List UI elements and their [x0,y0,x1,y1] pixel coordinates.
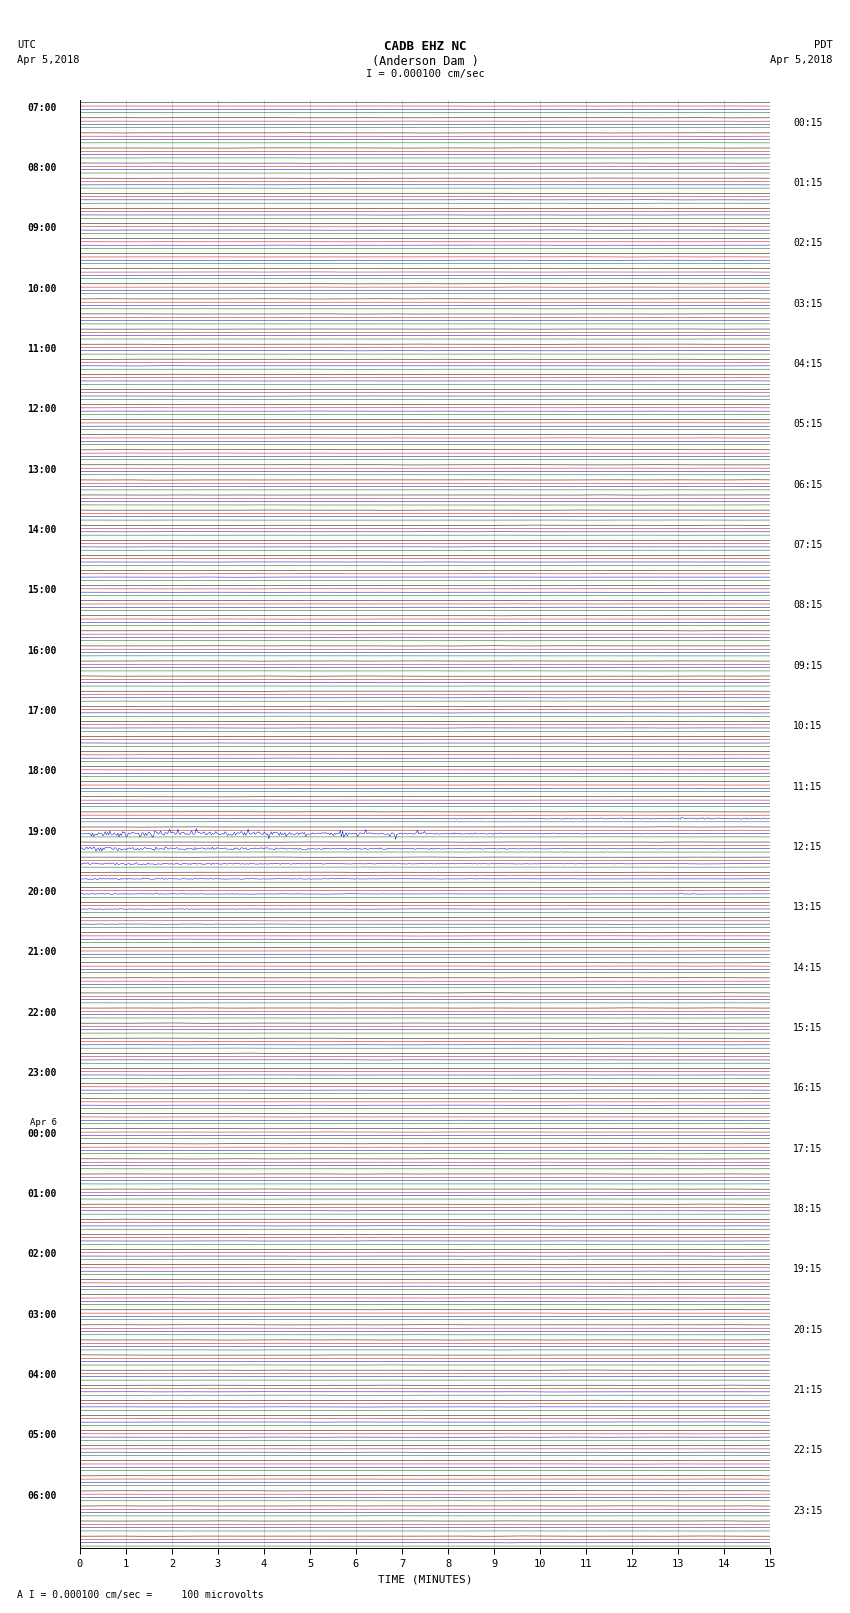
Text: 20:15: 20:15 [793,1324,823,1334]
Text: 18:15: 18:15 [793,1203,823,1215]
Text: 17:00: 17:00 [27,706,57,716]
Text: 20:00: 20:00 [27,887,57,897]
Text: Apr 5,2018: Apr 5,2018 [770,55,833,65]
Text: 01:15: 01:15 [793,177,823,189]
Text: 14:00: 14:00 [27,524,57,536]
Text: 12:00: 12:00 [27,405,57,415]
X-axis label: TIME (MINUTES): TIME (MINUTES) [377,1574,473,1584]
Text: 05:00: 05:00 [27,1431,57,1440]
Text: 11:00: 11:00 [27,344,57,353]
Text: 04:00: 04:00 [27,1369,57,1381]
Text: 11:15: 11:15 [793,782,823,792]
Text: 21:00: 21:00 [27,947,57,958]
Text: 03:15: 03:15 [793,298,823,308]
Text: 09:15: 09:15 [793,661,823,671]
Text: 07:15: 07:15 [793,540,823,550]
Text: 05:15: 05:15 [793,419,823,429]
Text: 19:00: 19:00 [27,827,57,837]
Text: 06:00: 06:00 [27,1490,57,1500]
Text: 15:00: 15:00 [27,586,57,595]
Text: 02:00: 02:00 [27,1248,57,1260]
Text: 16:00: 16:00 [27,645,57,656]
Text: 04:15: 04:15 [793,360,823,369]
Text: CADB EHZ NC: CADB EHZ NC [383,40,467,53]
Text: 22:15: 22:15 [793,1445,823,1455]
Text: I = 0.000100 cm/sec: I = 0.000100 cm/sec [366,69,484,79]
Text: 13:15: 13:15 [793,902,823,913]
Text: 03:00: 03:00 [27,1310,57,1319]
Text: 10:15: 10:15 [793,721,823,731]
Text: 00:00: 00:00 [27,1129,57,1139]
Text: 12:15: 12:15 [793,842,823,852]
Text: 08:15: 08:15 [793,600,823,610]
Text: 18:00: 18:00 [27,766,57,776]
Text: 02:15: 02:15 [793,239,823,248]
Text: 08:00: 08:00 [27,163,57,173]
Text: UTC: UTC [17,40,36,50]
Text: A I = 0.000100 cm/sec =     100 microvolts: A I = 0.000100 cm/sec = 100 microvolts [17,1590,264,1600]
Text: 06:15: 06:15 [793,479,823,490]
Text: 17:15: 17:15 [793,1144,823,1153]
Text: 16:15: 16:15 [793,1084,823,1094]
Text: 15:15: 15:15 [793,1023,823,1032]
Text: 14:15: 14:15 [793,963,823,973]
Text: 21:15: 21:15 [793,1386,823,1395]
Text: 10:00: 10:00 [27,284,57,294]
Text: 22:00: 22:00 [27,1008,57,1018]
Text: 07:00: 07:00 [27,103,57,113]
Text: 13:00: 13:00 [27,465,57,474]
Text: 23:00: 23:00 [27,1068,57,1077]
Text: Apr 5,2018: Apr 5,2018 [17,55,80,65]
Text: (Anderson Dam ): (Anderson Dam ) [371,55,479,68]
Text: Apr 6: Apr 6 [30,1118,57,1127]
Text: 09:00: 09:00 [27,223,57,234]
Text: 00:15: 00:15 [793,118,823,127]
Text: PDT: PDT [814,40,833,50]
Text: 19:15: 19:15 [793,1265,823,1274]
Text: 23:15: 23:15 [793,1507,823,1516]
Text: 01:00: 01:00 [27,1189,57,1198]
